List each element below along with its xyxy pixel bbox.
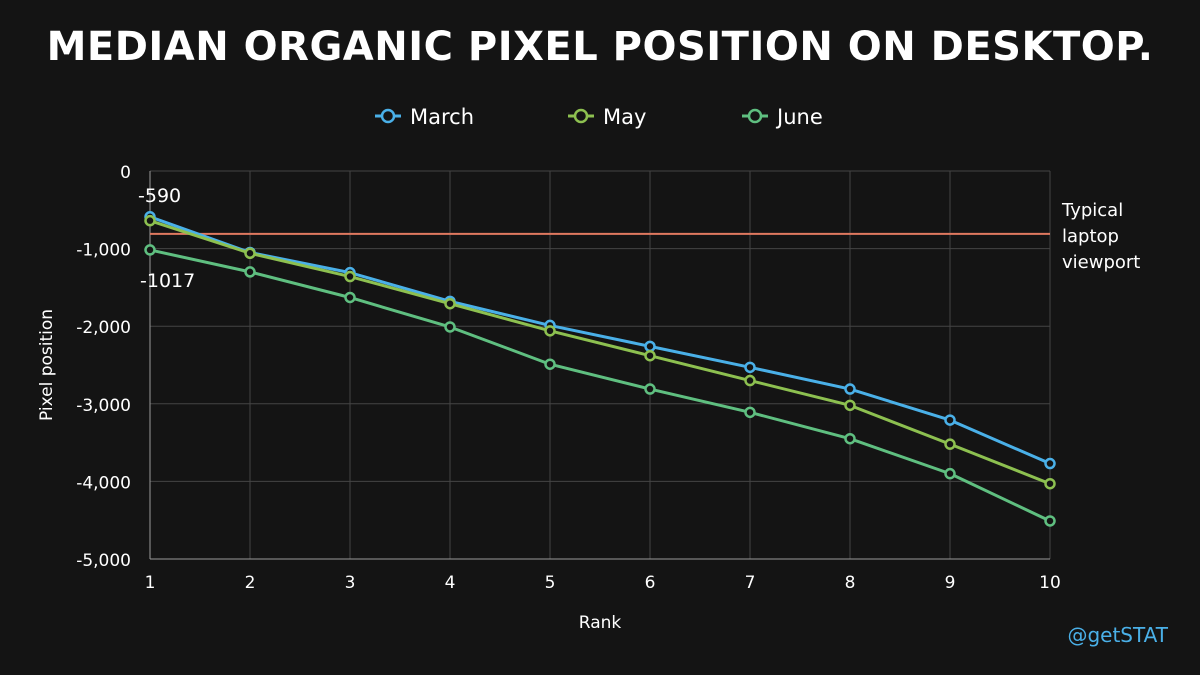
data-point-june	[244, 266, 256, 278]
data-point-march	[844, 383, 856, 395]
data-point-june	[544, 358, 556, 370]
series-line-may	[149, 219, 1051, 486]
x-tick-label: 3	[345, 573, 356, 593]
watermark: @getSTAT	[1067, 623, 1168, 647]
y-tick-label: -3,000	[76, 396, 131, 416]
axes: 0 -1,000 -2,000 -3,000 -4,000 -5,000 1 2 3 4 5 6 7 8 9…	[37, 163, 1061, 633]
data-point-march	[744, 361, 756, 374]
reference-line-label: viewport	[1062, 252, 1140, 273]
y-tick-label: -1,000	[76, 241, 131, 261]
y-axis-title: Pixel position	[37, 309, 57, 421]
x-tick-label: 10	[1039, 573, 1061, 593]
data-point-may	[544, 325, 556, 337]
data-point-march	[944, 414, 956, 426]
legend-marker-point	[380, 108, 396, 124]
y-tick-label: -2,000	[76, 318, 131, 338]
x-tick-label: 1	[145, 573, 156, 593]
legend-entry-may: May	[603, 105, 646, 129]
data-point-may	[344, 270, 356, 283]
series-lines	[144, 211, 1056, 527]
grid-lines	[149, 170, 1051, 560]
reference-line-group: Typical laptop viewport	[150, 200, 1140, 273]
reference-line-label: laptop	[1062, 226, 1119, 247]
data-label-march-rank1: -590	[138, 185, 181, 207]
chart-title: MEDIAN ORGANIC PIXEL POSITION ON DESKTOP…	[46, 24, 1154, 70]
x-tick-label: 8	[845, 573, 856, 593]
x-tick-label: 5	[545, 573, 556, 593]
y-tick-label: 0	[120, 163, 131, 183]
legend-entry-june: June	[775, 105, 823, 129]
data-point-june	[844, 432, 856, 445]
x-axis-title: Rank	[579, 613, 622, 633]
series-line-march	[149, 215, 1051, 465]
data-point-march	[1044, 457, 1056, 470]
data-point-march	[644, 340, 656, 353]
x-tick-label: 6	[645, 573, 656, 593]
data-point-may	[244, 247, 256, 260]
data-point-may	[944, 438, 956, 450]
data-point-june	[744, 406, 756, 419]
x-tick-label: 4	[445, 573, 456, 593]
reference-line-label: Typical	[1061, 200, 1123, 221]
legend-marker-point	[747, 108, 763, 124]
data-point-june	[444, 321, 456, 333]
data-point-may	[644, 349, 656, 362]
x-tick-label: 2	[245, 573, 256, 593]
legend-marker-point	[573, 108, 589, 124]
data-point-may	[1044, 477, 1056, 490]
data-point-june	[144, 244, 156, 256]
data-point-june	[944, 467, 956, 480]
legend-entry-march: March	[410, 105, 474, 129]
x-tick-label: 9	[945, 573, 956, 593]
data-point-june	[644, 383, 656, 395]
legend: March May June	[375, 105, 823, 129]
annotations: -590 -1017	[138, 185, 195, 292]
data-point-may	[844, 399, 856, 412]
data-point-may	[744, 374, 756, 387]
y-tick-label: -5,000	[76, 551, 131, 571]
data-point-may	[144, 214, 156, 227]
data-point-june	[344, 291, 356, 304]
data-point-may	[444, 297, 456, 310]
x-tick-label: 7	[745, 573, 756, 593]
data-label-june-rank1: -1017	[140, 270, 195, 292]
data-point-june	[1044, 515, 1056, 527]
series-line-june	[149, 248, 1051, 523]
y-tick-label: -4,000	[76, 473, 131, 493]
